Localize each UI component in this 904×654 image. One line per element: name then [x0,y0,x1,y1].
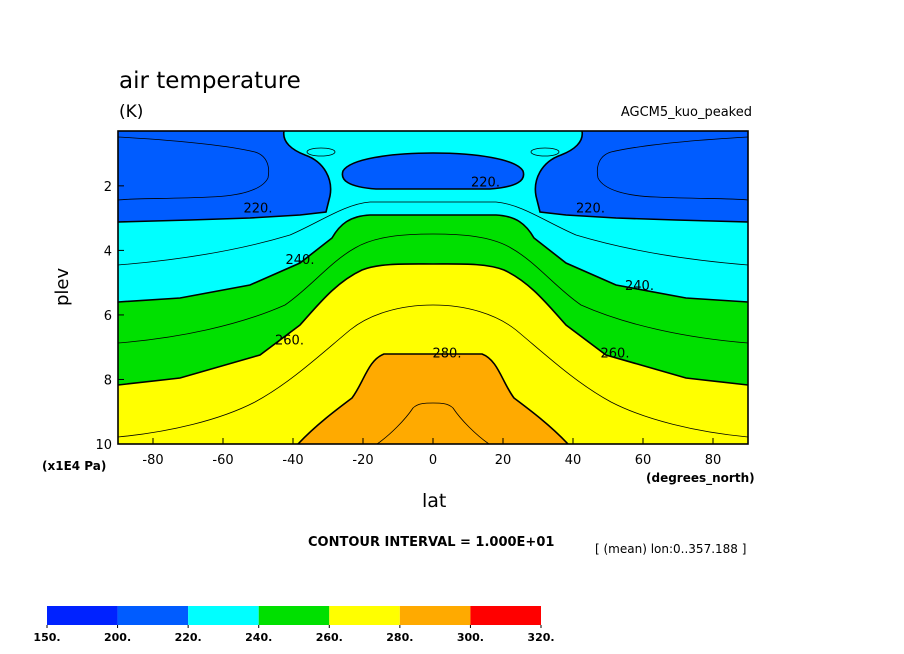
contour-210 [118,136,270,201]
colorbar-label: 220. [175,631,202,644]
contour-280 [297,353,569,444]
contour-label-240: 240. [625,279,654,294]
y-axis-unit: (x1E4 Pa) [42,459,107,473]
chart-title: air temperature [119,68,301,94]
contour-260 [118,263,748,386]
contour-250 [118,233,748,344]
contour-label-220: 220. [576,201,605,216]
fill-band-200-220-tropical [342,153,524,189]
contour-210-island-south [306,147,336,157]
x-tick-label: -60 [212,453,233,468]
chart-units: (K) [119,102,144,122]
contour-label-220: 220. [471,176,500,191]
x-tick-label: 0 [429,453,437,468]
averaging-note: [ (mean) lon:0..357.188 ] [595,542,747,556]
colorbar: 150. 200. 220. 240. 260. 280. 300. 320. [33,606,555,644]
contour-220-north [534,131,748,223]
x-axis-title: lat [422,490,447,512]
contour-240 [118,214,748,303]
colorbar-swatch [258,606,330,625]
contour-290 [376,402,490,444]
y-tick-label: 2 [104,180,112,195]
y-axis-title: plev [52,267,73,306]
y-tick-label: 8 [104,373,112,388]
colorbar-swatch [47,606,118,625]
colorbar-label: 150. [33,631,60,644]
colorbar-swatch [188,606,259,625]
contour-220-south [118,131,332,223]
fill-band-280-300 [298,354,568,444]
colorbar-label: 320. [527,631,554,644]
x-axis: -80 -60 -40 -20 0 20 40 60 80 [142,438,721,468]
x-tick-label: 80 [705,453,722,468]
x-tick-label: -80 [142,453,163,468]
y-tick-label: 6 [104,309,112,324]
x-tick-label: 20 [495,453,512,468]
colorbar-swatch [117,606,189,625]
colorbar-swatch [470,606,541,625]
x-tick-label: 40 [565,453,582,468]
fill-band-200-220-south [118,131,331,222]
x-axis-unit: (degrees_north) [646,471,755,485]
x-tick-label: 60 [635,453,652,468]
contour-210-island-north [530,147,560,157]
contour-label-240: 240. [286,253,315,268]
contour-270 [118,304,748,438]
colorbar-swatch [399,606,471,625]
contour-labels: 220. 220. 220. 240. 240. 260. 260. 280. [244,176,654,362]
contour-fills [118,131,748,444]
contour-label-280: 280. [433,347,462,362]
x-tick-label: -40 [282,453,303,468]
y-tick-label: 10 [95,438,112,453]
y-axis: 2 4 6 8 10 [95,180,124,453]
colorbar-label: 260. [316,631,343,644]
colorbar-label: 240. [245,631,272,644]
colorbar-swatch [329,606,400,625]
contour-230 [118,201,748,266]
contour-210-north [596,136,748,201]
contour-label-260: 260. [275,334,304,349]
contour-label-260: 260. [601,347,630,362]
fill-band-200-220-north [535,131,748,222]
contour-220-tropical [341,152,525,190]
contour-label-220: 220. [244,201,273,216]
run-label: AGCM5_kuo_peaked [620,105,752,120]
x-tick-label: -20 [352,453,373,468]
colorbar-label: 280. [386,631,413,644]
colorbar-label: 300. [457,631,484,644]
colorbar-label: 200. [104,631,131,644]
contour-interval-note: CONTOUR INTERVAL = 1.000E+01 [308,535,555,550]
y-tick-label: 4 [104,244,112,259]
